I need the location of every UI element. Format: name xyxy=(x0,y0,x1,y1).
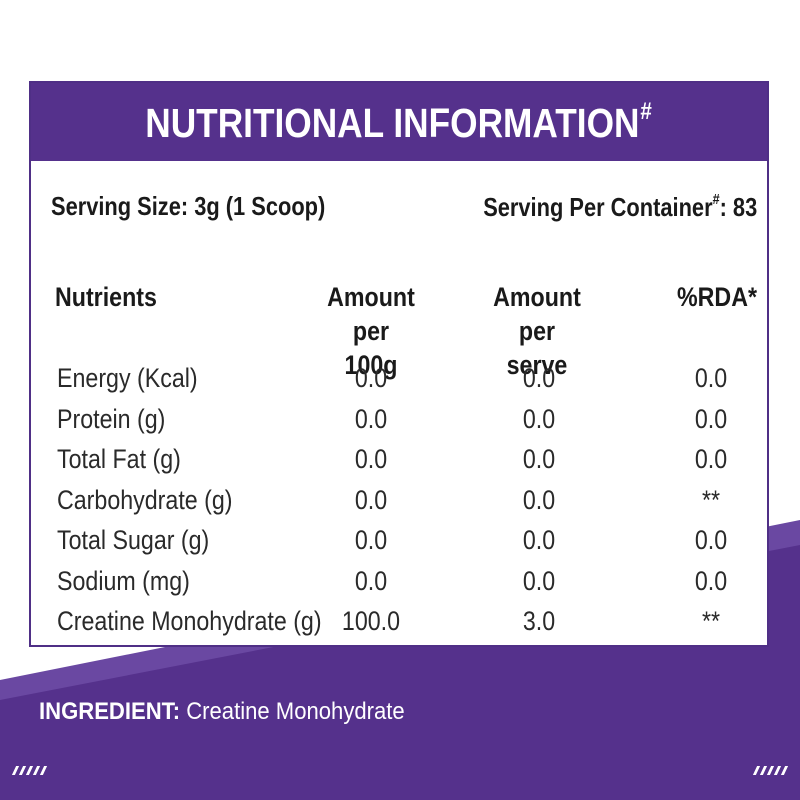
nutrient-name: Carbohydrate (g) xyxy=(57,484,233,515)
nutrient-name: Energy (Kcal) xyxy=(57,363,198,393)
header-per100-line2: 100g xyxy=(344,350,398,380)
header-per100-line1: Amount per xyxy=(327,282,415,346)
rda-value: 0.0 xyxy=(694,525,728,555)
table-row: Total Fat (g) 0.0 0.0 0.0 xyxy=(31,444,767,485)
amount-per-100g: 0.0 xyxy=(354,525,388,555)
table-row: Creatine Monohydrate (g) 100.0 3.0 ** xyxy=(31,606,767,647)
nutrient-name: Protein (g) xyxy=(57,403,166,434)
nutrient-name: Total Fat (g) xyxy=(57,444,181,474)
rda-value: 0.0 xyxy=(694,363,728,393)
serving-size: Serving Size: 3g (1 Scoop) xyxy=(51,191,326,221)
amount-per-100g: 0.0 xyxy=(354,363,388,393)
header-nutrients: Nutrients xyxy=(55,282,157,312)
servings-label: Serving Per Container xyxy=(482,192,713,222)
header-amount-per-100g: Amount per 100g xyxy=(307,280,434,382)
amount-per-100g: 0.0 xyxy=(354,484,388,515)
table-row: Carbohydrate (g) 0.0 0.0 ** xyxy=(31,485,767,526)
amount-per-serve: 0.0 xyxy=(522,565,556,596)
ingredient-value: Creatine Monohydrate xyxy=(180,698,405,725)
servings-value: : 83 xyxy=(719,192,757,222)
table-row: Protein (g) 0.0 0.0 0.0 xyxy=(31,404,767,445)
amount-per-serve: 3.0 xyxy=(522,606,556,636)
rda-value: ** xyxy=(701,484,721,515)
amount-per-100g: 100.0 xyxy=(341,606,401,636)
table-row: Sodium (mg) 0.0 0.0 0.0 xyxy=(31,566,767,607)
panel-title: NUTRITIONAL INFORMATION# xyxy=(146,98,653,147)
nutrient-table-body: Energy (Kcal) 0.0 0.0 0.0 Protein (g) 0.… xyxy=(31,363,767,647)
nutrient-name: Total Sugar (g) xyxy=(57,525,210,555)
amount-per-serve: 0.0 xyxy=(522,484,556,515)
rda-value: 0.0 xyxy=(694,403,728,434)
table-row: Total Sugar (g) 0.0 0.0 0.0 xyxy=(31,525,767,566)
header-perserve-line1: Amount per xyxy=(493,282,581,346)
panel-header: NUTRITIONAL INFORMATION# xyxy=(31,83,767,161)
decorative-stripes-right xyxy=(752,766,789,775)
ingredient-line: INGREDIENT: Creatine Monohydrate xyxy=(39,698,405,726)
header-amount-per-serve: Amount per serve xyxy=(473,280,600,382)
amount-per-100g: 0.0 xyxy=(354,444,388,474)
amount-per-serve: 0.0 xyxy=(522,444,556,474)
amount-per-serve: 0.0 xyxy=(522,403,556,434)
rda-value: 0.0 xyxy=(694,444,728,474)
nutrition-panel: NUTRITIONAL INFORMATION# Serving Size: 3… xyxy=(29,81,769,647)
header-perserve-line2: serve xyxy=(506,350,568,380)
amount-per-serve: 0.0 xyxy=(522,363,556,393)
nutrient-name: Sodium (mg) xyxy=(57,565,190,596)
nutrient-name: Creatine Monohydrate (g) xyxy=(57,606,322,636)
amount-per-serve: 0.0 xyxy=(522,525,556,555)
table-row: Energy (Kcal) 0.0 0.0 0.0 xyxy=(31,363,767,404)
title-text: NUTRITIONAL INFORMATION xyxy=(145,99,640,146)
amount-per-100g: 0.0 xyxy=(354,565,388,596)
title-footnote-mark: # xyxy=(640,97,653,125)
ingredient-label: INGREDIENT: xyxy=(39,698,181,725)
amount-per-100g: 0.0 xyxy=(354,403,388,434)
decorative-stripes-left xyxy=(11,766,48,775)
servings-footnote-mark: # xyxy=(712,191,720,208)
header-rda: %RDA* xyxy=(677,282,757,312)
rda-value: 0.0 xyxy=(694,565,728,596)
servings-per-container: Serving Per Container#: 83 xyxy=(483,191,757,223)
rda-value: ** xyxy=(701,606,721,636)
